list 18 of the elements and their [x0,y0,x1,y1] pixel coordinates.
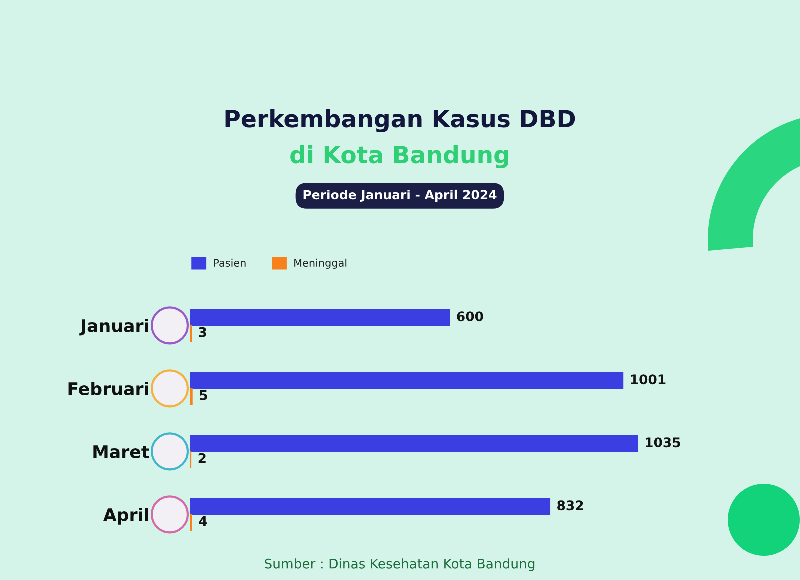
data-label: 1035 [646,438,680,448]
y-tick-label: April [103,508,148,525]
chart-title: Perkembangan Kasus DBD di Kota Bandung [226,109,576,169]
y-tick-label: Maret [94,446,150,458]
y-tick-label: Januari [80,319,148,336]
data-label: 4 [199,516,208,526]
legend-label: Meninggal [294,258,347,270]
data-label: 2 [198,453,206,464]
data-label: 1001 [631,374,666,385]
data-label: 600 [457,312,484,322]
data-label: 832 [558,500,584,511]
data-label: 5 [200,390,208,400]
bar [190,388,193,406]
y-tick-label: Februari [68,382,148,396]
text: Sumber : Dinas Kesehatan Kota Bandung [265,558,535,572]
data-label: 3 [199,327,206,338]
legend-label: Pasien [214,258,246,267]
chart-subtitle: Periode Januari - April 2024 [304,190,497,202]
